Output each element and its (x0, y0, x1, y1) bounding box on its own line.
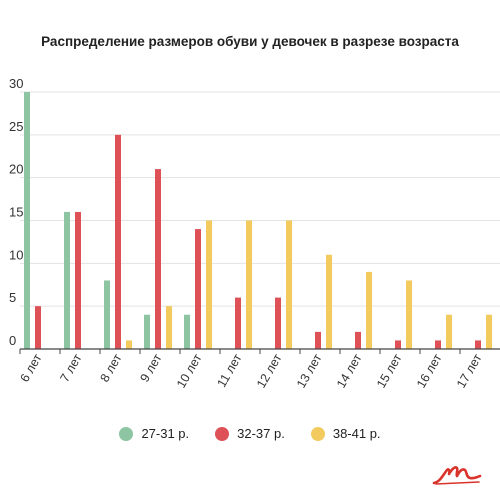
y-tick-label: 0 (9, 333, 16, 348)
x-tick-label: 13 лет (294, 351, 325, 390)
bar (206, 220, 212, 349)
brand-logo-icon (432, 466, 482, 485)
bar (395, 340, 401, 349)
bar (115, 134, 121, 349)
bar (126, 340, 132, 349)
legend-swatch-icon (119, 426, 134, 441)
legend-label: 27-31 р. (141, 426, 190, 441)
y-tick-label: 20 (9, 162, 23, 177)
x-tick-label: 12 лет (254, 351, 285, 390)
bar (475, 340, 481, 349)
legend-swatch-icon (310, 426, 325, 441)
legend: 27-31 р. 32-37 р. 38-41 р. (0, 426, 500, 441)
y-tick-label: 30 (9, 76, 23, 91)
x-tick-label: 11 лет (214, 351, 244, 389)
bar (184, 314, 190, 349)
y-tick-label: 10 (9, 247, 23, 262)
bar (104, 280, 110, 349)
grid-lines: 0 5 10 15 20 25 30 (9, 76, 500, 348)
bar (315, 331, 321, 349)
bar (75, 211, 81, 349)
legend-item-32-37[interactable]: 32-37 р. (215, 426, 285, 441)
x-axis: 6 лет 7 лет 8 лет 9 лет 10 лет 11 лет 12 лет 13… (17, 348, 500, 390)
bar (155, 169, 161, 349)
x-tick-label: 6 лет (17, 351, 44, 384)
y-tick-label: 15 (9, 205, 23, 220)
bars (24, 92, 492, 349)
legend-label: 38-41 р. (332, 426, 381, 441)
bar (235, 297, 241, 349)
bar (246, 220, 252, 349)
bar (366, 271, 372, 349)
bar (486, 314, 492, 349)
bar (166, 306, 172, 349)
bar (446, 314, 452, 349)
x-tick-label: 15 лет (374, 351, 405, 390)
bar (35, 306, 41, 349)
legend-item-38-41[interactable]: 38-41 р. (310, 426, 381, 441)
legend-swatch-icon (215, 426, 230, 441)
x-tick-label: 16 лет (414, 351, 445, 390)
bar (406, 280, 412, 349)
bar (144, 314, 150, 349)
bar (24, 92, 30, 349)
chart-title: Распределение размеров обуви у девочек в… (41, 34, 459, 49)
legend-item-27-31[interactable]: 27-31 р. (119, 426, 189, 441)
legend-label: 32-37 р. (237, 426, 285, 441)
y-tick-label: 25 (9, 119, 23, 134)
bar (435, 340, 441, 349)
x-tick-label: 14 лет (334, 351, 365, 390)
y-tick-label: 5 (9, 290, 16, 305)
bar (355, 331, 361, 349)
x-tick-label: 10 лет (174, 351, 205, 390)
bar (64, 211, 70, 349)
bar (326, 254, 332, 349)
bar (286, 220, 292, 349)
bar (275, 297, 281, 349)
x-tick-label: 17 лет (454, 351, 485, 390)
x-tick-label: 9 лет (137, 351, 164, 384)
x-tick-label: 7 лет (57, 351, 84, 384)
x-tick-label: 8 лет (97, 351, 124, 384)
bar (195, 229, 201, 349)
